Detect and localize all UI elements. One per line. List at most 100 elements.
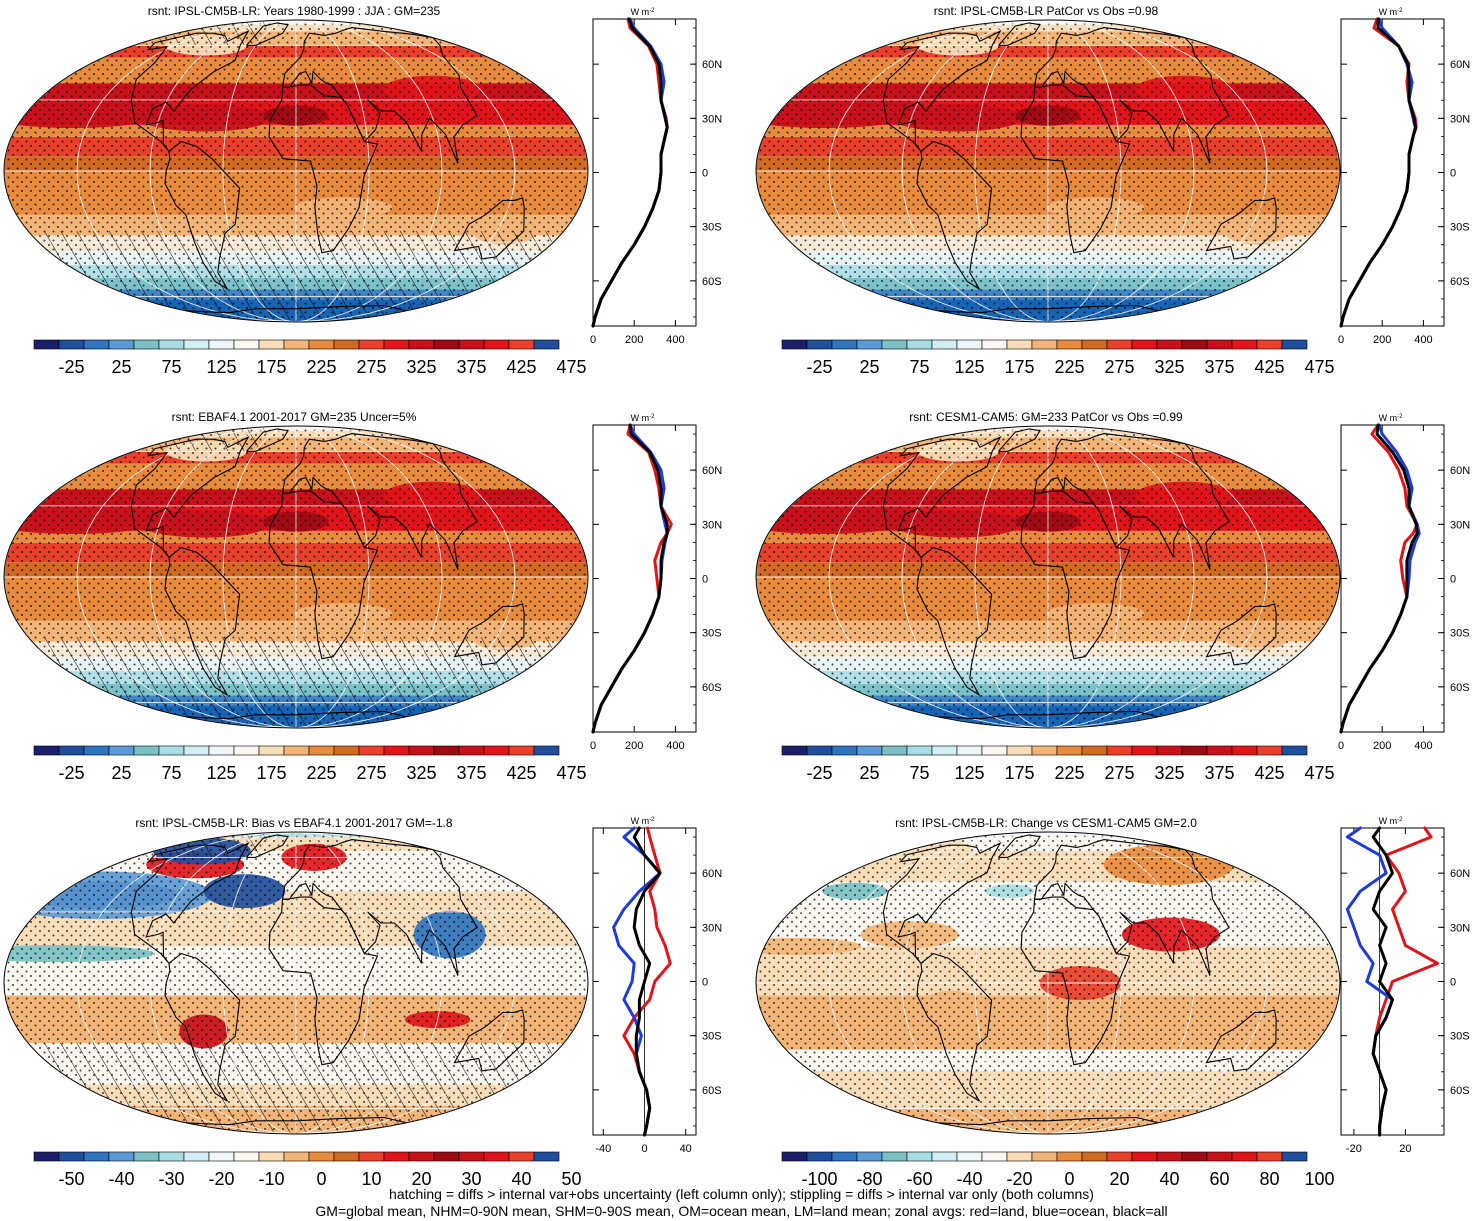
- colorbar-swatch: [1031, 745, 1058, 756]
- colorbar-label: 325: [406, 357, 436, 377]
- colorbar-swatch: [981, 339, 1008, 350]
- colorbar-label: 475: [556, 357, 586, 377]
- colorbar-swatch: [1181, 745, 1208, 756]
- zonal-unit-label: W m-2: [1379, 816, 1403, 826]
- zonal-frame: [1340, 18, 1445, 327]
- colorbar-label: -40: [108, 1169, 134, 1189]
- colorbar-swatch: [108, 1151, 135, 1162]
- colorbar-label: 225: [1054, 357, 1084, 377]
- colorbar-label: 175: [1004, 763, 1034, 783]
- colorbar-swatch: [458, 339, 485, 350]
- colorbar-label: 475: [1304, 357, 1334, 377]
- colorbar-swatch: [1056, 339, 1083, 350]
- colorbar-swatch: [956, 339, 983, 350]
- colorbar-label: 0: [1064, 1169, 1074, 1189]
- colorbar-swatch: [508, 1151, 535, 1162]
- colorbar-swatch: [1006, 745, 1033, 756]
- zonal-y-tick-label: 0: [702, 977, 708, 989]
- zonal-x-tick-label: 0: [590, 334, 596, 346]
- colorbar-swatch: [333, 745, 360, 756]
- colorbar-label: 60: [1209, 1169, 1229, 1189]
- zonal-y-tick-label: 60S: [1450, 682, 1470, 694]
- colorbar-label: 50: [561, 1169, 581, 1189]
- colorbar-swatch: [283, 339, 310, 350]
- zonal-y-tick-label: 60N: [1450, 465, 1470, 477]
- zonal-mean-plot: W m-2 -40 0 40 60N 30N 0 30S 60S: [592, 816, 722, 1155]
- colorbar-label: -50: [58, 1169, 84, 1189]
- colorbar-swatch: [458, 1151, 485, 1162]
- colorbar-label: -80: [856, 1169, 882, 1189]
- colorbar-swatch: [433, 745, 460, 756]
- colorbar-swatch: [1206, 745, 1233, 756]
- colorbar-label: 80: [1259, 1169, 1279, 1189]
- zonal-y-tick-label: 60N: [1450, 59, 1470, 71]
- colorbar-swatch: [856, 339, 883, 350]
- colorbar-label: 40: [1159, 1169, 1179, 1189]
- colorbar-swatch: [483, 339, 510, 350]
- colorbar-swatch: [781, 745, 808, 756]
- panel-ebaf-observations: rsnt: EBAF4.1 2001-2017 GM=235 Uncer=5% …: [0, 406, 750, 786]
- colorbar-swatch: [358, 1151, 385, 1162]
- zonal-y-tick-label: 60N: [702, 59, 722, 71]
- panel-title: rsnt: IPSL-CM5B-LR: Change vs CESM1-CAM5…: [895, 816, 1197, 830]
- colorbar-swatch: [1231, 745, 1258, 756]
- colorbar-swatch: [1131, 339, 1158, 350]
- colorbar-label: 125: [206, 763, 236, 783]
- zonal-y-tick-label: 0: [702, 168, 708, 180]
- colorbar-label: 325: [1154, 357, 1184, 377]
- zonal-x-tick-label: 0: [1338, 740, 1344, 752]
- panel-cesm-climatology: rsnt: CESM1-CAM5: GM=233 PatCor vs Obs =…: [752, 406, 1483, 786]
- zonal-series-line: [591, 17, 669, 328]
- colorbar-label: 125: [206, 357, 236, 377]
- colorbar-swatch: [1106, 339, 1133, 350]
- colorbar-swatch: [831, 1151, 858, 1162]
- colorbar-swatch: [1106, 745, 1133, 756]
- colorbar-swatch: [956, 745, 983, 756]
- panel-title: rsnt: IPSL-CM5B-LR: Bias vs EBAF4.1 2001…: [135, 816, 453, 830]
- zonal-y-tick-label: 60S: [702, 276, 722, 288]
- zonal-x-tick-label: 0: [641, 1143, 647, 1155]
- colorbar-swatch: [383, 745, 410, 756]
- zonal-y-tick-label: 0: [1450, 574, 1456, 586]
- zonal-mean-plot: W m-2 0 200 400 60N 30N 0 30S 60S: [1338, 413, 1470, 752]
- zonal-y-tick-label: 0: [1450, 977, 1456, 989]
- colorbar-swatch: [308, 745, 335, 756]
- zonal-series-line: [1339, 423, 1419, 734]
- panel-ipsl-patcor: rsnt: IPSL-CM5B-LR PatCor vs Obs =0.98 -…: [752, 0, 1483, 380]
- colorbar-label: 175: [256, 357, 286, 377]
- colorbar-swatch: [383, 339, 410, 350]
- colorbar-swatch: [183, 1151, 210, 1162]
- zonal-unit-label: W m-2: [631, 7, 655, 17]
- colorbar: -25 25 75 125 175 225 275 325 375 425 475: [33, 339, 587, 377]
- colorbar-swatch: [158, 1151, 185, 1162]
- colorbar-label: 275: [356, 763, 386, 783]
- colorbar-label: -60: [906, 1169, 932, 1189]
- zonal-y-tick-label: 30N: [702, 113, 722, 125]
- map: [3, 425, 589, 729]
- colorbar-swatch: [1006, 339, 1033, 350]
- colorbar-swatch: [133, 339, 160, 350]
- colorbar-swatch: [33, 1151, 60, 1162]
- zonal-x-tick-label: 400: [1414, 334, 1432, 346]
- colorbar-label: 275: [356, 357, 386, 377]
- zonal-y-tick-label: 0: [1450, 168, 1456, 180]
- colorbar-swatch: [508, 745, 535, 756]
- panel-ipsl-bias: rsnt: IPSL-CM5B-LR: Bias vs EBAF4.1 2001…: [0, 812, 750, 1189]
- colorbar-swatch: [58, 1151, 85, 1162]
- colorbar-swatch: [1281, 745, 1308, 756]
- zonal-y-tick-label: 60N: [702, 465, 722, 477]
- colorbar-swatch: [108, 339, 135, 350]
- colorbar-label: 75: [909, 357, 929, 377]
- colorbar-swatch: [906, 339, 933, 350]
- colorbar-label: -10: [258, 1169, 284, 1189]
- colorbar-label: 375: [1204, 763, 1234, 783]
- colorbar-swatch: [308, 1151, 335, 1162]
- colorbar-swatch: [931, 745, 958, 756]
- colorbar-label: 20: [1109, 1169, 1129, 1189]
- zonal-x-tick-label: 40: [680, 1143, 692, 1155]
- colorbar-swatch: [358, 339, 385, 350]
- zonal-frame: [592, 18, 697, 327]
- colorbar-swatch: [233, 339, 260, 350]
- zonal-unit-label: W m-2: [1379, 7, 1403, 17]
- colorbar-swatch: [806, 745, 833, 756]
